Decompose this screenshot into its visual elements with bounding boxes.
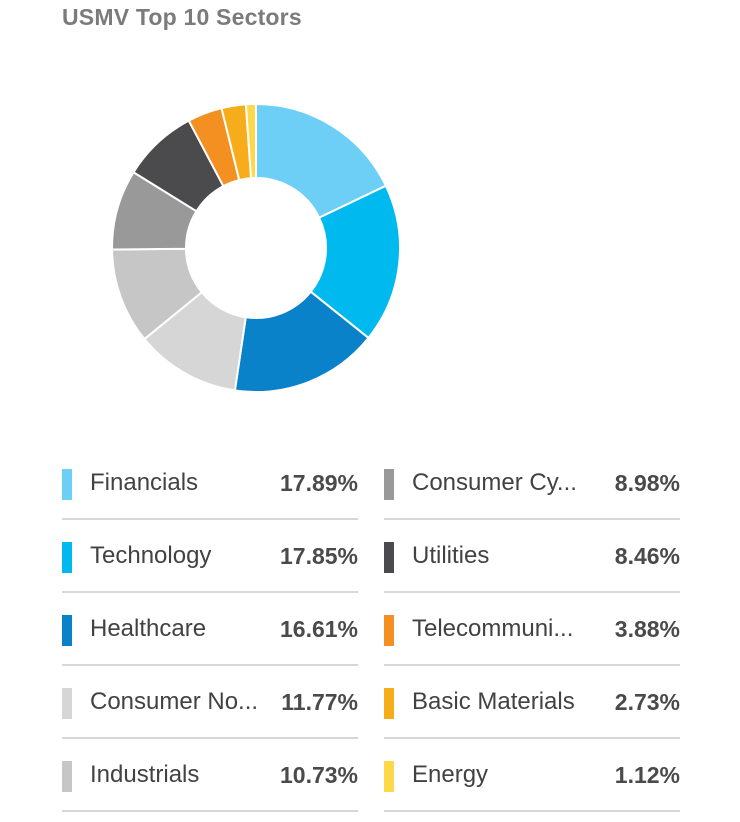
legend-value: 17.85%: [279, 543, 358, 569]
legend-swatch: [384, 469, 394, 500]
donut-slice-energy[interactable]: [244, 102, 257, 180]
legend-swatch: [384, 761, 394, 792]
legend-item[interactable]: Technology 17.85%: [62, 520, 358, 593]
legend-item[interactable]: Utilities 8.46%: [384, 520, 680, 593]
legend-item[interactable]: Consumer No... 11.77%: [62, 666, 358, 739]
legend-value: 8.46%: [614, 543, 680, 569]
legend-value: 16.61%: [279, 616, 358, 642]
legend-value: 10.73%: [279, 762, 358, 788]
legend-value: 17.89%: [279, 470, 358, 496]
legend-item[interactable]: Industrials 10.73%: [62, 739, 358, 812]
donut-slice-financials[interactable]: [255, 102, 388, 220]
legend-value: 3.88%: [614, 616, 680, 642]
donut-slice-healthcare[interactable]: [233, 290, 370, 393]
legend-label: Consumer Cy...: [412, 469, 577, 496]
legend-column-right: Consumer Cy... 8.98% Utilities 8.46% Telecom…: [384, 447, 680, 812]
legend-label: Utilities: [412, 542, 490, 569]
legend-swatch: [62, 469, 72, 500]
legend-value: 1.12%: [614, 762, 680, 788]
legend-label: Basic Materials: [412, 688, 575, 715]
legend-item[interactable]: Telecommuni... 3.88%: [384, 593, 680, 666]
legend-swatch: [62, 688, 72, 719]
legend-value: 8.98%: [614, 470, 680, 496]
legend-label: Energy: [412, 761, 489, 788]
legend-swatch: [384, 615, 394, 646]
legend-label: Healthcare: [90, 615, 207, 642]
legend-label: Technology: [90, 542, 212, 569]
legend-label: Financials: [90, 469, 199, 496]
legend-value: 2.73%: [614, 689, 680, 715]
chart-title: USMV Top 10 Sectors: [62, 4, 302, 30]
legend-item[interactable]: Consumer Cy... 8.98%: [384, 447, 680, 520]
legend-label: Consumer No...: [90, 688, 259, 715]
legend-value: 11.77%: [281, 689, 358, 715]
legend-item[interactable]: Financials 17.89%: [62, 447, 358, 520]
legend-label: Telecommuni...: [412, 615, 574, 642]
legend-column-left: Financials 17.89% Technology 17.85% Healthca…: [62, 447, 358, 812]
legend-swatch: [62, 615, 72, 646]
legend-swatch: [62, 542, 72, 573]
donut-slice-technology[interactable]: [309, 184, 401, 340]
donut-chart: [110, 102, 401, 393]
legend-swatch: [384, 688, 394, 719]
legend-item[interactable]: Basic Materials 2.73%: [384, 666, 680, 739]
legend-swatch: [384, 542, 394, 573]
legend-swatch: [62, 761, 72, 792]
legend-item[interactable]: Energy 1.12%: [384, 739, 680, 812]
legend-item[interactable]: Healthcare 16.61%: [62, 593, 358, 666]
legend-label: Industrials: [90, 761, 200, 788]
